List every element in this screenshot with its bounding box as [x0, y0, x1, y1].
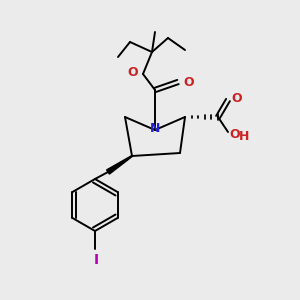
Text: I: I [93, 253, 99, 267]
Text: O: O [231, 92, 242, 106]
Text: O: O [183, 76, 194, 88]
Text: O: O [128, 67, 138, 80]
Polygon shape [106, 156, 132, 174]
Text: O: O [229, 128, 240, 140]
Text: N: N [150, 122, 160, 136]
Text: H: H [239, 130, 249, 143]
